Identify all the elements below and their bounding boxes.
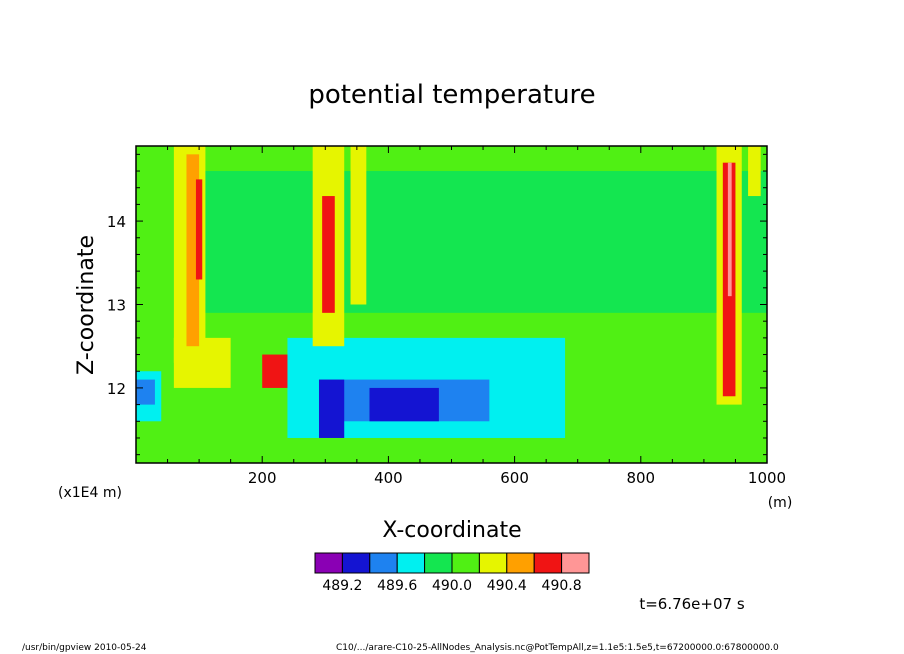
time-label: t=6.76e+07 s xyxy=(639,595,745,613)
heatmap-cell-13 xyxy=(186,154,200,347)
x-axis-label: X-coordinate xyxy=(382,518,521,543)
y-unit-label: (x1E4 m) xyxy=(58,485,122,501)
y-axis-ticks: 12 13 14 xyxy=(107,153,767,456)
colorbar-swatch-1 xyxy=(341,552,371,574)
footer-source: C10/.../arare-C10-25-AllNodes_Analysis.n… xyxy=(336,643,779,653)
heatmap-cell-17 xyxy=(350,146,367,305)
colorbar-swatch-0 xyxy=(314,552,343,574)
y-tick-label: 14 xyxy=(107,213,126,231)
heatmap-cell-4 xyxy=(136,379,155,405)
colorbar-swatch-9 xyxy=(561,552,590,574)
colorbar-label: 490.0 xyxy=(432,578,472,594)
heatmap-cell-21 xyxy=(748,146,761,197)
x-tick-label: 1000 xyxy=(748,469,786,487)
heatmap-cell-16 xyxy=(322,196,335,313)
heatmap-cell-20 xyxy=(727,162,732,297)
x-tick-label: 400 xyxy=(374,469,403,487)
x-tick-label: 600 xyxy=(500,469,529,487)
heatmap-cell-1 xyxy=(136,171,767,313)
footer-program: /usr/bin/gpview 2010-05-24 xyxy=(22,643,147,653)
x-tick-label: 200 xyxy=(248,469,277,487)
colorbar-swatch-5 xyxy=(451,552,480,574)
colorbar-label: 489.6 xyxy=(377,578,417,594)
y-tick-label: 12 xyxy=(107,380,126,398)
colorbar-swatch-2 xyxy=(369,552,398,574)
heatmap-cell-2 xyxy=(136,146,174,347)
colorbar-swatch-7 xyxy=(506,552,535,574)
colorbar-swatch-4 xyxy=(424,552,453,574)
colorbar-label: 489.2 xyxy=(322,578,362,594)
colorbar-swatch-8 xyxy=(533,552,563,574)
heatmap-cell-14 xyxy=(195,179,203,280)
heatmap-cell-11 xyxy=(262,354,288,388)
x-axis-ticks: 200 400 600 800 1000 xyxy=(167,146,786,487)
x-unit-label: (m) xyxy=(768,495,793,511)
heatmap-cell-8 xyxy=(369,387,439,422)
colorbar-swatch-3 xyxy=(396,552,426,574)
plot-area xyxy=(136,146,767,463)
colorbar-label: 490.4 xyxy=(487,578,527,594)
heatmap-cell-7 xyxy=(318,379,345,438)
chart-title: potential temperature xyxy=(308,80,595,110)
colorbar-swatch-6 xyxy=(478,552,508,574)
y-tick-label: 13 xyxy=(107,297,126,315)
y-axis-label: Z-coordinate xyxy=(74,235,99,375)
colorbar: 489.2 489.6 490.0 490.4 490.8 xyxy=(314,552,590,594)
x-tick-label: 800 xyxy=(626,469,655,487)
colorbar-label: 490.8 xyxy=(542,578,582,594)
